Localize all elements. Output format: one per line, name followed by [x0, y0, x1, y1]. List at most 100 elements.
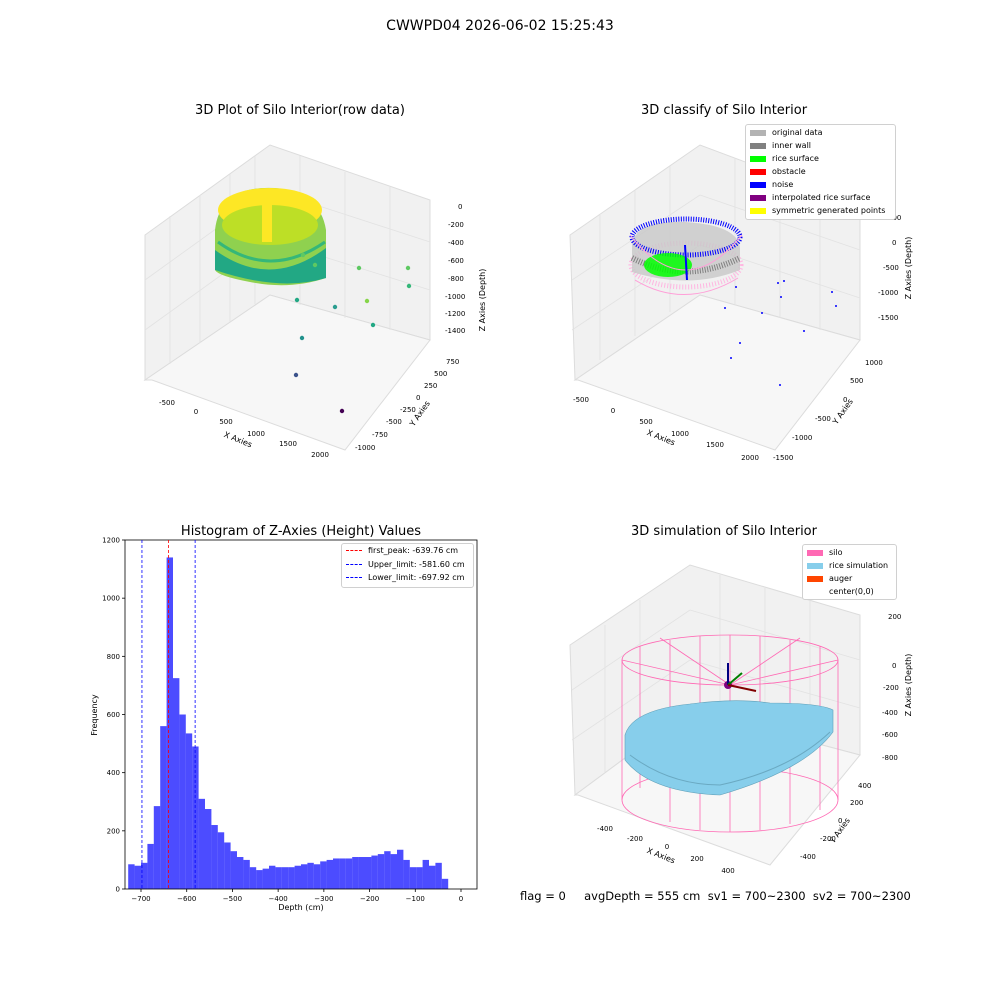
histogram-bar — [416, 867, 423, 889]
legend-swatch — [750, 207, 766, 214]
histogram-bar — [409, 867, 417, 889]
x-tick-label: −600 — [177, 895, 196, 903]
histogram-bar — [371, 855, 378, 889]
z-tick: -1000 — [878, 289, 898, 297]
legend-entry: rice surface — [750, 154, 819, 167]
histogram-bar — [211, 825, 218, 889]
raw-y-ticks: -1000 -750 -500 -250 0 250 500 750 — [355, 358, 459, 452]
legend-label: Lower_limit: -697.92 cm — [368, 573, 465, 582]
histogram-bar — [134, 865, 141, 889]
legend-entry: silo — [807, 548, 843, 561]
y-tick: -250 — [400, 406, 416, 414]
legend-label: symmetric generated points — [772, 206, 886, 215]
classify-silo-points — [628, 216, 744, 295]
simulation-z-label: Z Axies (Depth) — [904, 654, 913, 717]
histogram-bar — [333, 858, 340, 889]
legend-swatch — [807, 562, 823, 569]
y-tick: -1000 — [355, 444, 375, 452]
y-axis-label: Frequency — [90, 694, 99, 736]
z-tick: -1200 — [445, 310, 465, 318]
simulation-x-ticks: -400 -200 0 200 400 — [597, 825, 735, 875]
legend-entry: rice simulation — [807, 561, 888, 574]
y-tick-label: 400 — [107, 769, 120, 777]
classify-noise-points — [724, 280, 837, 386]
x-tick: 0 — [665, 843, 669, 851]
histogram-bar — [384, 851, 391, 889]
legend-entry: first_peak: -639.76 cm — [346, 546, 458, 555]
classify-z-label: Z Axies (Depth) — [904, 237, 913, 300]
y-tick: 400 — [858, 782, 871, 790]
legend-entry: Lower_limit: -697.92 cm — [346, 573, 464, 582]
histogram-bar — [173, 678, 180, 889]
legend-label: rice simulation — [829, 561, 889, 570]
x-tick: -500 — [573, 396, 589, 404]
z-tick: 0 — [892, 239, 896, 247]
x-tick-label: −500 — [223, 895, 242, 903]
y-tick: -200 — [820, 835, 836, 843]
x-tick-label: −400 — [269, 895, 288, 903]
y-tick: -750 — [372, 431, 388, 439]
y-tick: -1000 — [792, 434, 812, 442]
histogram-bar — [128, 864, 135, 889]
x-tick-label: −300 — [314, 895, 333, 903]
z-tick: -400 — [882, 709, 898, 717]
raw-silo-points — [215, 187, 326, 286]
legend-label: auger — [829, 574, 853, 583]
z-tick: -1000 — [445, 293, 465, 301]
z-tick: -600 — [882, 731, 898, 739]
histogram-bar — [275, 867, 282, 889]
y-tick: -500 — [815, 415, 831, 423]
legend-swatch — [750, 194, 766, 201]
legend-entry: center(0,0) — [807, 587, 874, 600]
x-tick-label: −200 — [360, 895, 379, 903]
legend-entry: Upper_limit: -581.60 cm — [346, 560, 465, 569]
rice-simulation-surface — [624, 700, 834, 796]
x-tick: 200 — [690, 855, 703, 863]
histogram-bar — [179, 714, 186, 889]
x-tick-label: −700 — [131, 895, 150, 903]
y-tick-label: 1200 — [102, 537, 120, 545]
legend-entry: symmetric generated points — [750, 206, 885, 219]
y-tick: -1500 — [773, 454, 793, 462]
x-tick: 500 — [219, 418, 232, 426]
legend-swatch — [750, 142, 766, 149]
legend-entry: noise — [750, 180, 793, 193]
x-axis-label: Depth (cm) — [278, 903, 323, 912]
y-tick-label: 0 — [116, 886, 120, 894]
histogram-bar — [205, 809, 212, 889]
legend-label: silo — [829, 548, 843, 557]
legend-swatch — [807, 549, 823, 556]
legend-label: noise — [772, 180, 794, 189]
histogram-bar — [422, 859, 429, 889]
y-tick: 0 — [838, 817, 842, 825]
simulation-legend: silo rice simulation auger center(0,0) — [802, 544, 897, 600]
simulation-y-ticks: -400 -200 0 200 400 — [800, 782, 871, 861]
histogram-bar — [262, 868, 269, 889]
histogram-bar — [352, 857, 359, 889]
x-tick: 1500 — [706, 441, 724, 449]
y-tick: 500 — [850, 377, 863, 385]
histogram-bar — [435, 862, 442, 889]
legend-label: first_peak: -639.76 cm — [368, 546, 459, 555]
y-tick-label: 600 — [107, 711, 120, 719]
histogram-bar — [397, 849, 404, 889]
histogram-bar — [160, 726, 167, 889]
legend-swatch — [346, 550, 362, 551]
histogram-bar — [147, 843, 154, 889]
raw-3d-plot: Z Axies (Depth) 0 -200 -400 -600 -800 -1… — [143, 144, 487, 459]
legend-label: rice surface — [772, 154, 819, 163]
x-tick: 500 — [639, 418, 652, 426]
histogram-bar — [269, 865, 276, 889]
x-tick: 1000 — [247, 430, 265, 438]
x-tick-label: −100 — [406, 895, 425, 903]
z-tick: -800 — [882, 754, 898, 762]
z-tick: -600 — [448, 257, 464, 265]
z-tick: -1400 — [445, 327, 465, 335]
y-tick: 0 — [843, 396, 847, 404]
x-tick: 0 — [611, 407, 615, 415]
y-tick: 0 — [416, 394, 420, 402]
legend-entry: inner wall — [750, 141, 811, 154]
histogram-bar — [288, 867, 295, 889]
z-tick: 200 — [888, 613, 901, 621]
simulation-x-label: X Axies — [646, 846, 677, 865]
